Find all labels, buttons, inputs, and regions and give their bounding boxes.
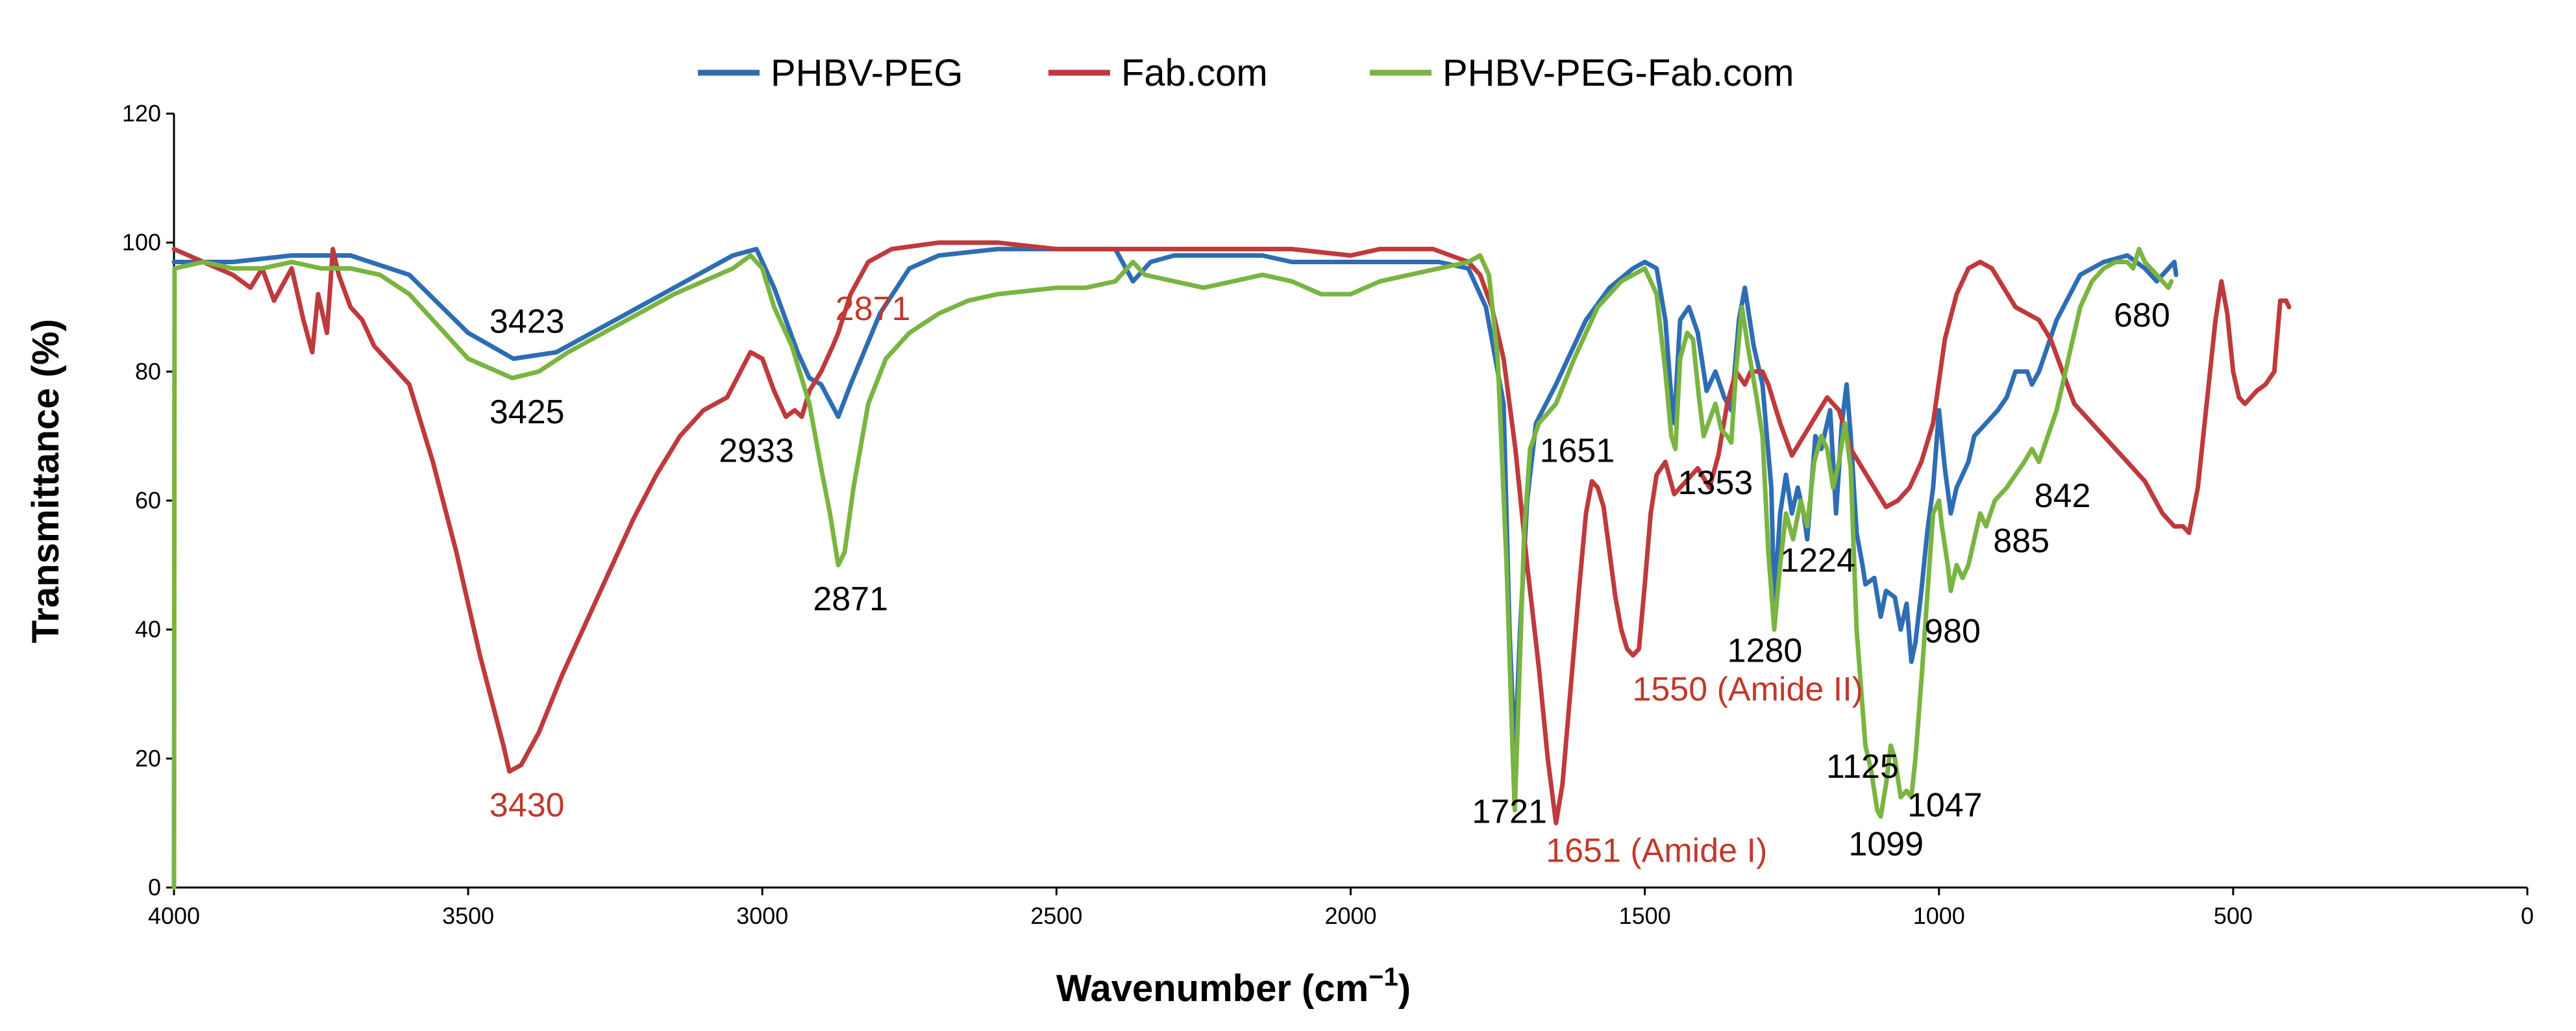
x-axis-title-superscript: −1 <box>1368 963 1398 991</box>
peak-label: 1224 <box>1780 541 1855 579</box>
x-tick-label: 3000 <box>736 902 788 929</box>
x-tick-label: 4000 <box>148 902 200 929</box>
series-line-phbv-peg-fab-com <box>171 247 2174 890</box>
legend-label: PHBV-PEG-Fab.com <box>1443 52 1794 94</box>
peak-label: 680 <box>2114 297 2170 334</box>
peak-label: 1721 <box>1472 793 1547 831</box>
x-axis-title: Wavenumber (cm−1) <box>1056 963 1411 1010</box>
x-tick-label: 1000 <box>1913 902 1965 929</box>
legend: PHBV-PEG Fab.com PHBV-PEG-Fab.com <box>698 52 1794 94</box>
x-tick-label: 1500 <box>1619 902 1671 929</box>
peak-label: 3425 <box>489 393 565 431</box>
y-tick-label: 20 <box>135 745 161 771</box>
peak-label: 3430 <box>489 787 565 825</box>
y-tick-label: 40 <box>135 616 161 643</box>
x-tick-label: 2500 <box>1030 902 1082 929</box>
peak-label: 2871 <box>836 290 911 328</box>
x-tick-label: 0 <box>2521 902 2534 929</box>
legend-label: PHBV-PEG <box>771 52 963 94</box>
peak-label: 3423 <box>489 303 565 341</box>
annotation-layer: 3423 3425 3430 2871 2933 2871 1651 1353 1224 1280… <box>489 290 2170 869</box>
peak-label: 1651 (Amide I) <box>1546 832 1767 869</box>
x-tick-label: 500 <box>2214 902 2253 929</box>
peak-label: 2871 <box>813 580 888 618</box>
y-tick-label: 100 <box>122 229 161 256</box>
peak-label: 1047 <box>1907 787 1983 825</box>
x-axis-title-main: Wavenumber (cm <box>1056 967 1368 1010</box>
peak-label: 1125 <box>1826 748 1899 786</box>
y-tick-label: 80 <box>135 358 161 384</box>
y-tick-label: 0 <box>148 874 161 901</box>
series-layer <box>171 240 2292 890</box>
peak-label: 1651 <box>1540 432 1615 469</box>
y-tick-label: 60 <box>135 487 161 514</box>
series-line-phbv-peg <box>171 247 2179 761</box>
peak-label: 1353 <box>1678 464 1753 502</box>
x-tick-label: 3500 <box>442 902 494 929</box>
peak-label: 842 <box>2035 477 2091 515</box>
peak-label: 1280 <box>1728 632 1803 669</box>
x-tick-label: 2000 <box>1324 902 1376 929</box>
axes: 0 20 40 60 80 100 120 4000 3500 3000 2500 2000 1500 1… <box>122 100 2534 929</box>
legend-label: Fab.com <box>1121 52 1268 94</box>
peak-label: 1099 <box>1848 825 1924 863</box>
peak-label: 2933 <box>719 432 794 469</box>
peak-label: 1550 (Amide II) <box>1632 671 1863 708</box>
peak-label: 980 <box>1924 613 1981 651</box>
y-tick-label: 120 <box>122 100 161 127</box>
y-axis-title: Transmittance (%) <box>25 319 67 643</box>
x-axis-title-close: ) <box>1398 967 1411 1010</box>
peak-label: 885 <box>1993 522 2050 560</box>
